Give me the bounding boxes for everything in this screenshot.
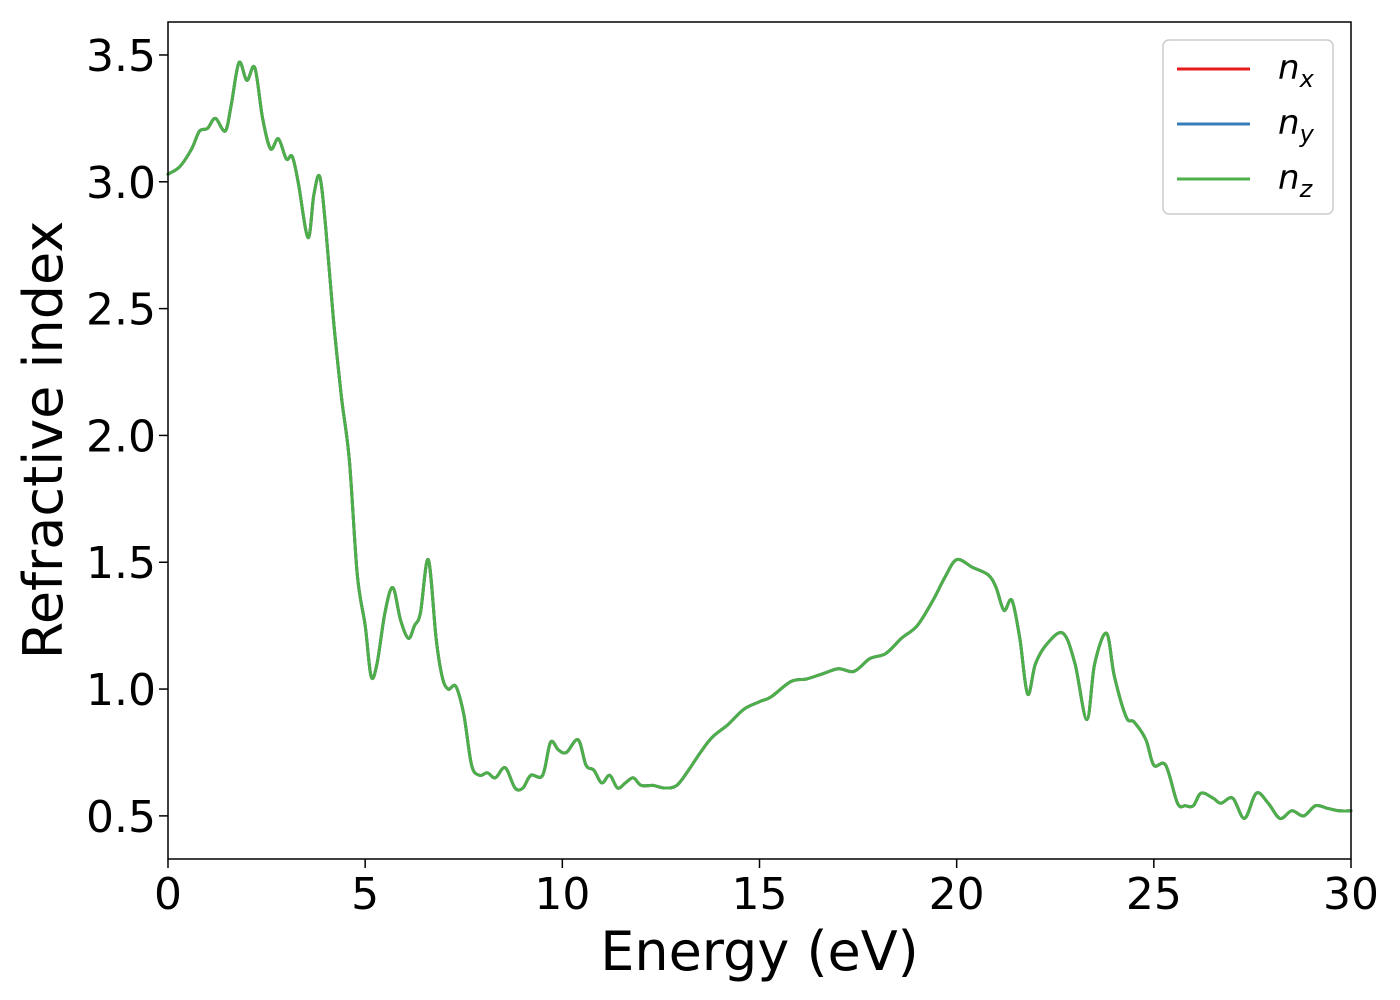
x-tick-label: 30 <box>1323 869 1379 920</box>
x-tick-label: 20 <box>929 869 985 920</box>
y-tick-label: 1.0 <box>86 665 156 716</box>
y-axis-ticks: 0.5 1.0 1.5 2.0 2.5 3.0 3.5 <box>86 31 168 843</box>
series-layer <box>166 60 1353 820</box>
series-line-z <box>166 60 1353 820</box>
y-tick-label: 1.5 <box>86 538 156 589</box>
legend-box <box>1162 39 1334 215</box>
x-tick-label: 15 <box>732 869 788 920</box>
y-tick-label: 0.5 <box>86 792 156 843</box>
x-tick-label: 5 <box>351 869 379 920</box>
x-tick-label: 0 <box>154 869 182 920</box>
x-axis-label: Energy (eV) <box>600 920 919 983</box>
y-axis-label: Refractive index <box>12 221 75 660</box>
y-tick-label: 2.5 <box>86 285 156 336</box>
x-axis-ticks: 0 5 10 15 20 25 30 <box>154 859 1379 920</box>
y-tick-label: 3.5 <box>86 31 156 82</box>
y-tick-label: 2.0 <box>86 411 156 462</box>
legend-label-z: nz <box>1278 158 1314 203</box>
x-tick-label: 10 <box>534 869 590 920</box>
x-tick-label: 25 <box>1126 869 1182 920</box>
y-tick-label: 3.0 <box>86 158 156 209</box>
